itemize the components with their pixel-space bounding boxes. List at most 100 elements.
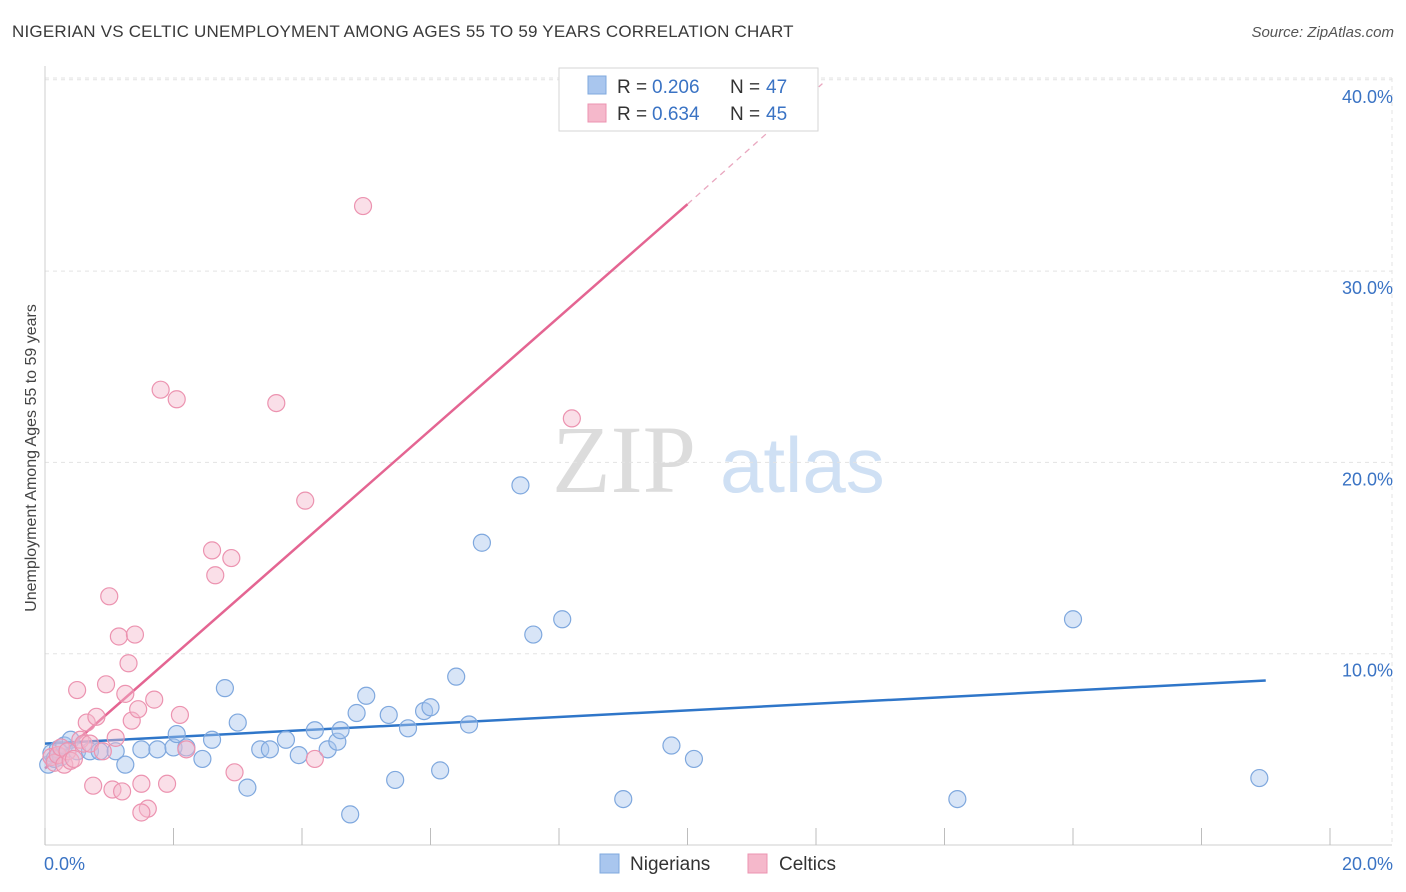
celtic-point (100, 587, 119, 606)
nigerian-point (167, 724, 186, 744)
celtic-point (296, 491, 315, 510)
nigerian-point (116, 755, 135, 774)
watermark-atlas: atlas (720, 421, 885, 509)
nigerian-point (341, 805, 360, 824)
legend-r-label-2: R = (617, 104, 647, 125)
data-points (39, 196, 1269, 824)
legend-top: R = 0.206 N = 47 R = 0.634 N = 45 (558, 67, 819, 132)
celtic-point (125, 625, 145, 644)
legend-n-label-2: N = (730, 104, 760, 125)
celtic-point (74, 734, 93, 753)
celtic-point (167, 390, 186, 409)
nigerian-point (379, 705, 398, 725)
celtic-point (222, 548, 241, 568)
celtic-point (151, 380, 170, 399)
nigerian-point (318, 740, 337, 759)
tick-labels: 10.0% 20.0% 30.0% 40.0% 0.0% 20.0% (44, 87, 1393, 874)
celtic-point (64, 749, 84, 769)
nigerian-point (431, 761, 450, 780)
celtic-point (206, 566, 225, 585)
y-axis-label: Unemployment Among Ages 55 to 59 years (23, 304, 40, 612)
grid-lines (45, 77, 1393, 845)
celtic-point (225, 763, 244, 782)
celtic-point (157, 774, 177, 793)
nigerian-point (132, 740, 151, 759)
nigerian-point (328, 732, 347, 751)
y-tick-label: 30.0% (1342, 278, 1393, 298)
celtic-point (106, 728, 125, 747)
nigerian-point (459, 715, 479, 734)
nigerian-point (289, 745, 308, 765)
bottom-legend-swatch-celtics (747, 853, 768, 874)
nigerian-point (357, 686, 376, 705)
nigerian-point (1250, 768, 1269, 788)
y-tick-label: 10.0% (1342, 661, 1393, 681)
nigerian-point (305, 721, 324, 740)
celtic-point (132, 803, 151, 822)
celtic-point (77, 713, 96, 732)
nigerian-point (447, 667, 466, 686)
nigerian-point (511, 476, 530, 495)
celtic-point (93, 742, 112, 761)
celtic-point (68, 680, 87, 700)
celtic-point (119, 654, 138, 673)
nigerian-point (948, 789, 967, 809)
x-tick-label: 0.0% (44, 854, 85, 874)
legend-r-label-1: R = (617, 77, 647, 98)
celtic-point (177, 740, 196, 759)
legend-r-value-2: 0.634 (652, 104, 700, 125)
x-tick-label: 20.0% (1342, 854, 1393, 874)
celtic-point (170, 705, 190, 725)
nigerian-point (684, 749, 704, 769)
celtic-point (112, 782, 132, 801)
nigerian-point (472, 533, 491, 552)
nigerian-point (614, 789, 633, 809)
nigerian-point (202, 730, 222, 749)
chart-title: NIGERIAN VS CELTIC UNEMPLOYMENT AMONG AG… (12, 22, 794, 41)
nigerian-point (148, 740, 167, 759)
legend-bottom: Nigerians Celtics (599, 853, 836, 875)
celtic-point (132, 774, 151, 793)
celtic-point (129, 700, 148, 719)
nigerian-point (662, 736, 681, 755)
nigerian-point (228, 713, 247, 732)
nigerian-point (386, 770, 405, 790)
celtics-trend-line (44, 203, 689, 770)
celtic-point (96, 675, 116, 694)
celtic-point (84, 776, 103, 795)
nigerian-point (347, 703, 366, 723)
nigerian-point (193, 749, 212, 769)
nigerian-point (276, 730, 296, 749)
nigerian-point (215, 679, 234, 698)
celtic-point (109, 627, 128, 646)
legend-n-label-1: N = (730, 77, 760, 98)
legend-swatch-nigerians (587, 75, 607, 95)
celtic-point (116, 684, 135, 703)
celtic-point (267, 393, 286, 413)
celtic-point (145, 690, 164, 709)
nigerian-point (421, 698, 440, 717)
nigerian-point (398, 719, 418, 738)
celtic-point (353, 196, 373, 216)
nigerian-point (106, 742, 125, 761)
source-credit: Source: ZipAtlas.com (1251, 24, 1394, 41)
legend-swatch-celtics (587, 103, 607, 123)
celtic-point (305, 749, 324, 769)
celtic-point (562, 409, 581, 428)
nigerian-point (260, 740, 279, 759)
y-tick-label: 40.0% (1342, 87, 1393, 107)
axes (44, 66, 1392, 846)
watermark-zip: ZIP (552, 406, 696, 513)
nigerian-point (553, 610, 572, 629)
celtics-trend-extension (687, 83, 823, 205)
trend-lines (44, 83, 1266, 770)
bottom-legend-nigerians: Nigerians (630, 854, 710, 875)
legend-n-value-2: 45 (766, 104, 787, 125)
bottom-legend-swatch-nigerians (599, 853, 620, 874)
celtic-point (202, 541, 222, 560)
y-tick-label: 20.0% (1342, 469, 1393, 489)
nigerian-point (238, 778, 257, 797)
celtic-point (61, 751, 80, 770)
nigerian-point (1063, 610, 1083, 629)
